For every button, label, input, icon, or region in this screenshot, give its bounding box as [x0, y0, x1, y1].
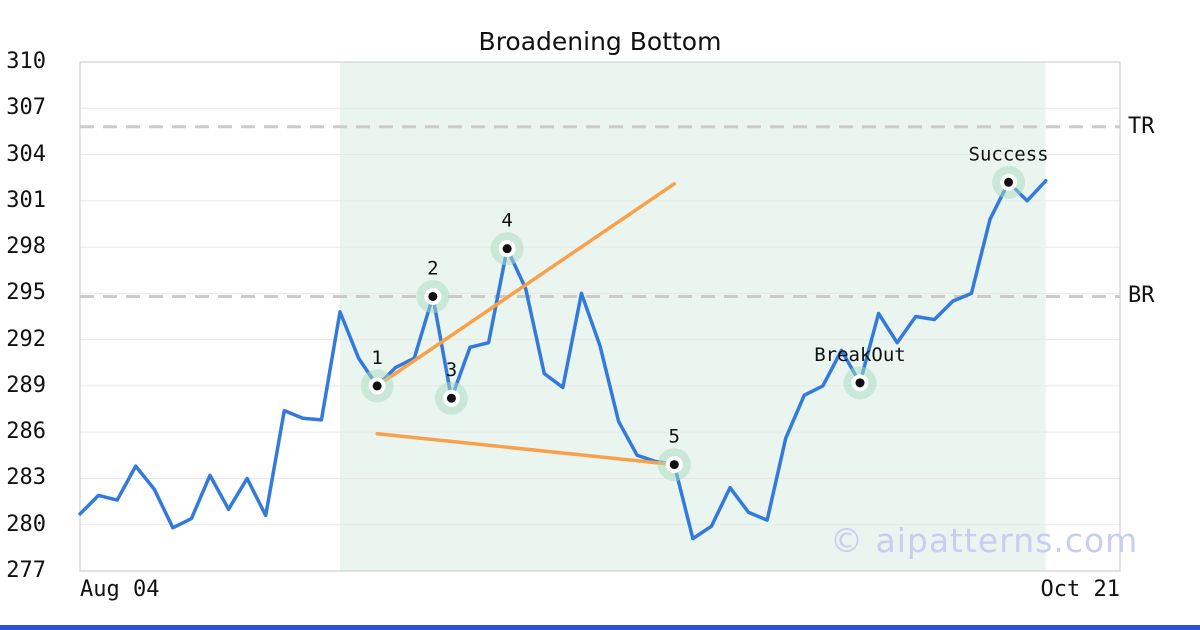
y-tick-label: 283	[6, 465, 46, 491]
level-label-br: BR	[1128, 283, 1155, 309]
x-axis-label-end: Oct 21	[1040, 577, 1120, 602]
point-dot	[502, 244, 512, 254]
point-label-3: 3	[446, 359, 457, 381]
y-tick-label: 286	[6, 419, 46, 445]
watermark: © aipatterns.com	[830, 521, 1139, 560]
point-label-4: 4	[501, 210, 512, 232]
y-tick-label: 304	[6, 141, 46, 167]
y-tick-label: 298	[6, 234, 46, 260]
y-tick-label: 289	[6, 372, 46, 398]
y-tick-label: 310	[6, 49, 46, 74]
upper-broadening-line	[375, 182, 677, 388]
point-label-2: 2	[427, 257, 438, 279]
point-label-breakout: BreakOut	[814, 344, 906, 366]
point-label-5: 5	[669, 426, 680, 448]
y-tick-label: 301	[6, 187, 46, 213]
y-tick-label: 295	[6, 280, 46, 306]
price-line	[78, 179, 1048, 541]
point-dot	[669, 460, 679, 470]
point-dot	[372, 381, 382, 391]
y-tick-label: 307	[6, 95, 46, 121]
y-tick-label: 292	[6, 326, 46, 352]
point-dot	[855, 378, 865, 388]
lower-broadening-line	[375, 431, 677, 467]
y-tick-label: 277	[6, 558, 46, 583]
point-dot	[428, 291, 438, 301]
pattern-region	[340, 62, 1046, 571]
x-axis-label-start: Aug 04	[80, 577, 160, 602]
level-label-tr: TR	[1128, 113, 1155, 139]
point-dot	[1004, 177, 1014, 187]
point-dot	[446, 393, 456, 403]
chart-title: Broadening Bottom	[478, 27, 722, 56]
bottom-accent-bar	[0, 625, 1200, 630]
point-label-success: Success	[969, 143, 1049, 165]
plot-border	[79, 61, 1121, 572]
point-label-1: 1	[371, 347, 382, 369]
y-tick-label: 280	[6, 511, 46, 537]
